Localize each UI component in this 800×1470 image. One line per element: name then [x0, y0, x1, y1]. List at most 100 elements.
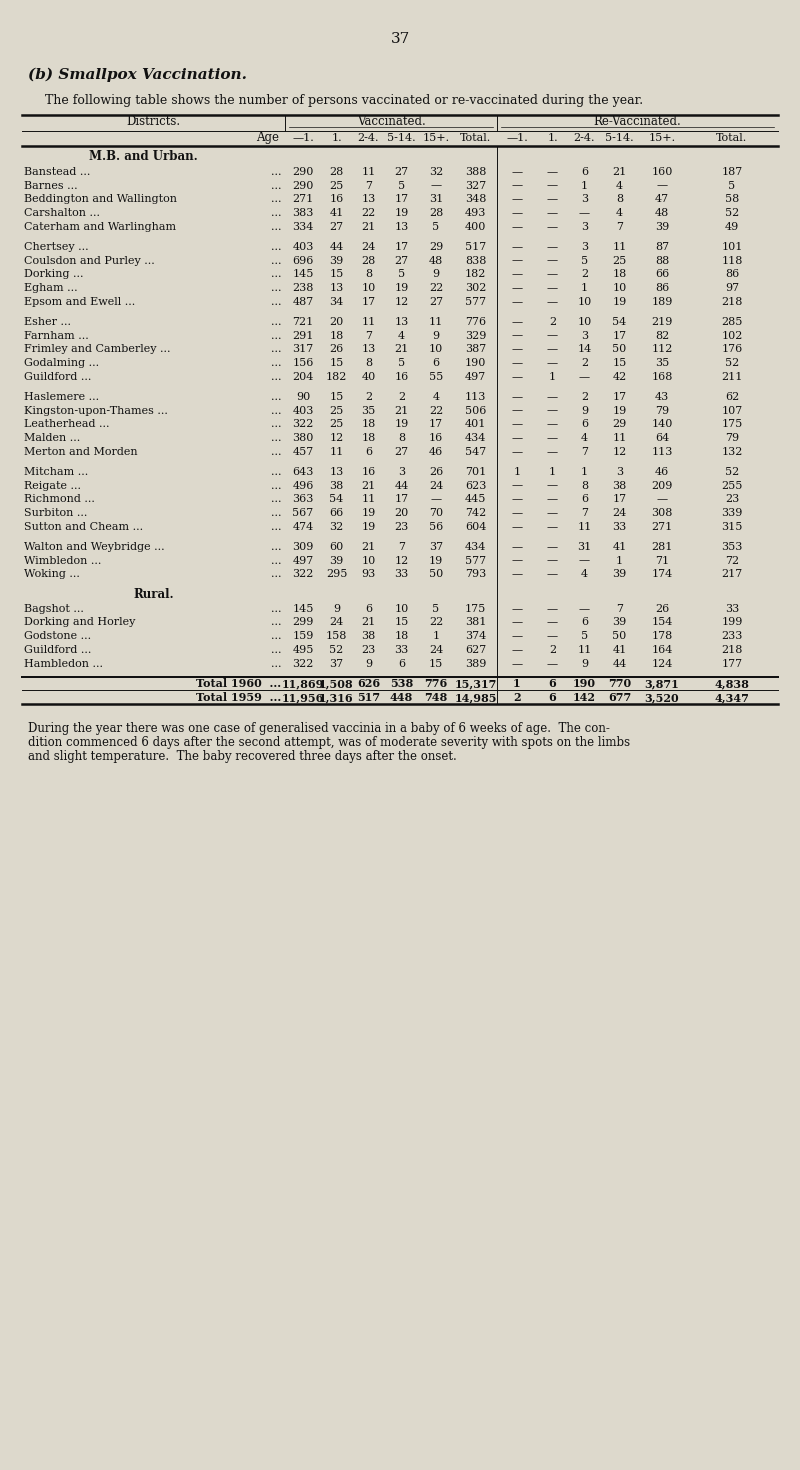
Text: 7: 7 — [616, 604, 623, 613]
Text: 34: 34 — [330, 297, 344, 307]
Text: 39: 39 — [655, 222, 669, 232]
Text: 2: 2 — [365, 392, 372, 401]
Text: 44: 44 — [330, 241, 344, 251]
Text: 113: 113 — [651, 447, 673, 457]
Text: 721: 721 — [292, 318, 314, 326]
Text: 13: 13 — [394, 318, 409, 326]
Text: —: — — [511, 392, 522, 401]
Text: 204: 204 — [292, 372, 314, 382]
Text: 39: 39 — [330, 556, 344, 566]
Text: 271: 271 — [651, 522, 673, 532]
Text: 701: 701 — [465, 467, 486, 476]
Text: 7: 7 — [581, 447, 588, 457]
Text: 776: 776 — [465, 318, 486, 326]
Text: 187: 187 — [722, 166, 742, 176]
Text: —: — — [547, 419, 558, 429]
Text: ...: ... — [270, 569, 281, 579]
Text: Godstone ...: Godstone ... — [24, 631, 94, 641]
Text: 31: 31 — [578, 542, 592, 551]
Text: 90: 90 — [296, 392, 310, 401]
Text: 48: 48 — [429, 256, 443, 266]
Text: 40: 40 — [362, 372, 376, 382]
Text: 497: 497 — [292, 556, 314, 566]
Text: 290: 290 — [292, 181, 314, 191]
Text: ...: ... — [270, 467, 281, 476]
Text: 70: 70 — [429, 509, 443, 519]
Text: ...: ... — [270, 297, 281, 307]
Text: 322: 322 — [292, 569, 314, 579]
Text: —: — — [511, 166, 522, 176]
Text: 1,316: 1,316 — [319, 692, 354, 703]
Text: 3,871: 3,871 — [645, 678, 679, 689]
Text: 8: 8 — [365, 269, 372, 279]
Text: ...: ... — [270, 269, 281, 279]
Text: —: — — [547, 359, 558, 368]
Text: 8: 8 — [365, 359, 372, 368]
Text: 26: 26 — [429, 467, 443, 476]
Text: 158: 158 — [326, 631, 347, 641]
Text: 626: 626 — [357, 678, 380, 689]
Text: 219: 219 — [651, 318, 673, 326]
Text: 33: 33 — [612, 522, 626, 532]
Text: —: — — [430, 181, 442, 191]
Text: 3: 3 — [581, 241, 588, 251]
Text: 302: 302 — [465, 284, 486, 293]
Text: —: — — [579, 604, 590, 613]
Text: 19: 19 — [429, 556, 443, 566]
Text: 233: 233 — [722, 631, 742, 641]
Text: 190: 190 — [573, 678, 596, 689]
Text: 3: 3 — [616, 467, 623, 476]
Text: 493: 493 — [465, 209, 486, 218]
Text: 4: 4 — [616, 181, 623, 191]
Text: 380: 380 — [292, 434, 314, 444]
Text: 315: 315 — [722, 522, 742, 532]
Text: 317: 317 — [292, 344, 314, 354]
Text: 118: 118 — [722, 256, 742, 266]
Text: 44: 44 — [394, 481, 409, 491]
Text: 20: 20 — [394, 509, 409, 519]
Text: 52: 52 — [725, 209, 739, 218]
Text: Frimley and Camberley ...: Frimley and Camberley ... — [24, 344, 174, 354]
Text: 24: 24 — [612, 509, 626, 519]
Text: dition commenced 6 days after the second attempt, was of moderate severity with : dition commenced 6 days after the second… — [28, 736, 630, 750]
Text: ...: ... — [270, 631, 281, 641]
Text: 11: 11 — [612, 241, 626, 251]
Text: 107: 107 — [722, 406, 742, 416]
Text: 32: 32 — [330, 522, 344, 532]
Text: 56: 56 — [429, 522, 443, 532]
Text: 7: 7 — [581, 509, 588, 519]
Text: 113: 113 — [465, 392, 486, 401]
Text: —: — — [511, 617, 522, 628]
Text: 25: 25 — [612, 256, 626, 266]
Text: 9: 9 — [333, 604, 340, 613]
Text: 50: 50 — [612, 631, 626, 641]
Text: 86: 86 — [725, 269, 739, 279]
Text: 9: 9 — [433, 331, 439, 341]
Text: 28: 28 — [429, 209, 443, 218]
Text: —: — — [547, 631, 558, 641]
Text: 5-14.: 5-14. — [605, 132, 634, 143]
Text: —: — — [511, 359, 522, 368]
Text: 13: 13 — [330, 467, 344, 476]
Text: 12: 12 — [612, 447, 626, 457]
Text: 50: 50 — [429, 569, 443, 579]
Text: 2: 2 — [581, 392, 588, 401]
Text: 6: 6 — [581, 494, 588, 504]
Text: —: — — [547, 344, 558, 354]
Text: 11,869: 11,869 — [282, 678, 324, 689]
Text: —: — — [547, 181, 558, 191]
Text: 22: 22 — [362, 209, 376, 218]
Text: ...: ... — [270, 318, 281, 326]
Text: 27: 27 — [330, 222, 343, 232]
Text: 21: 21 — [394, 406, 409, 416]
Text: 10: 10 — [612, 284, 626, 293]
Text: —: — — [547, 406, 558, 416]
Text: 3: 3 — [581, 222, 588, 232]
Text: ...: ... — [270, 209, 281, 218]
Text: 25: 25 — [330, 419, 344, 429]
Text: 154: 154 — [651, 617, 673, 628]
Text: 60: 60 — [330, 542, 344, 551]
Text: —: — — [547, 556, 558, 566]
Text: 42: 42 — [612, 372, 626, 382]
Text: —: — — [547, 269, 558, 279]
